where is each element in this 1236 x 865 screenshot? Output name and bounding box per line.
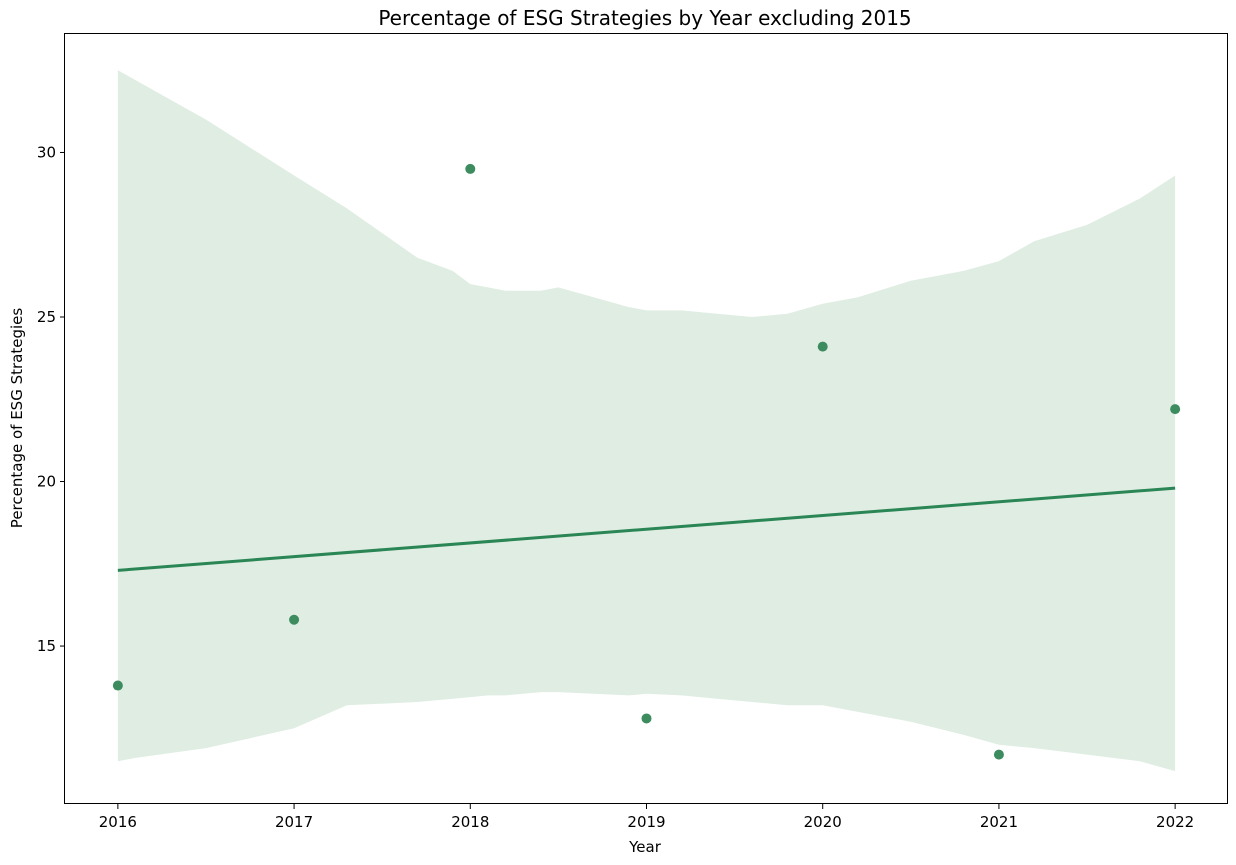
y-tick-label: 25 (37, 308, 56, 326)
data-point (112, 680, 123, 691)
y-tick-label: 20 (37, 473, 56, 491)
y-axis-ticks: 15 20 25 30 (37, 143, 65, 655)
data-point (817, 341, 828, 352)
x-tick-label: 2020 (804, 813, 842, 831)
x-tick-label: 2021 (980, 813, 1018, 831)
regression-line (117, 486, 1176, 572)
data-point (289, 614, 300, 625)
plot-frame (64, 33, 1228, 804)
y-tick-label: 30 (37, 143, 56, 161)
y-tick-label: 15 (37, 637, 56, 655)
data-point (1170, 404, 1181, 415)
data-point (641, 713, 652, 724)
x-tick-label: 2016 (99, 813, 137, 831)
plot-area (112, 70, 1181, 772)
x-tick-label: 2019 (627, 813, 665, 831)
chart-title: Percentage of ESG Strategies by Year exc… (378, 6, 911, 30)
x-tick-label: 2018 (451, 813, 489, 831)
x-tick-label: 2017 (275, 813, 313, 831)
x-tick-label: 2022 (1156, 813, 1194, 831)
confidence-band (117, 70, 1176, 772)
x-axis-ticks: 2016 2017 2018 2019 2020 2021 2022 (99, 804, 1194, 831)
data-point (993, 749, 1004, 760)
scatter-points (112, 163, 1181, 760)
data-point (465, 163, 476, 174)
x-axis-label: Year (628, 838, 662, 856)
y-axis-label: Percentage of ESG Strategies (8, 308, 26, 529)
